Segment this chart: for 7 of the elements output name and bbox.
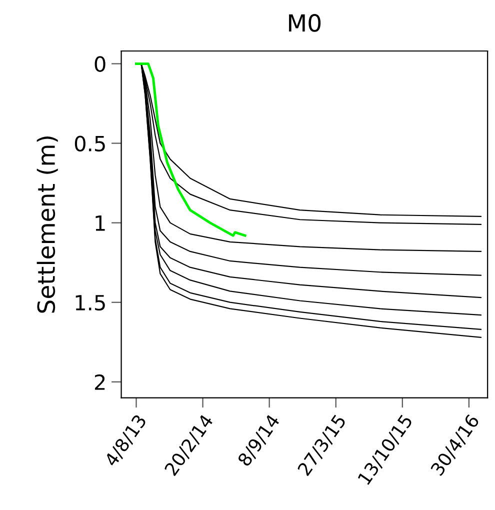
y-tick-label: 0 (94, 56, 106, 72)
y-axis-title: Settlement (m) (36, 136, 58, 313)
y-tick-label: 0.5 (74, 136, 105, 152)
chart-title: M0 (289, 14, 321, 32)
y-tick-label: 2 (94, 374, 105, 390)
y-tick-label: 1 (96, 216, 105, 231)
y-tick-label: 1.5 (76, 295, 105, 311)
